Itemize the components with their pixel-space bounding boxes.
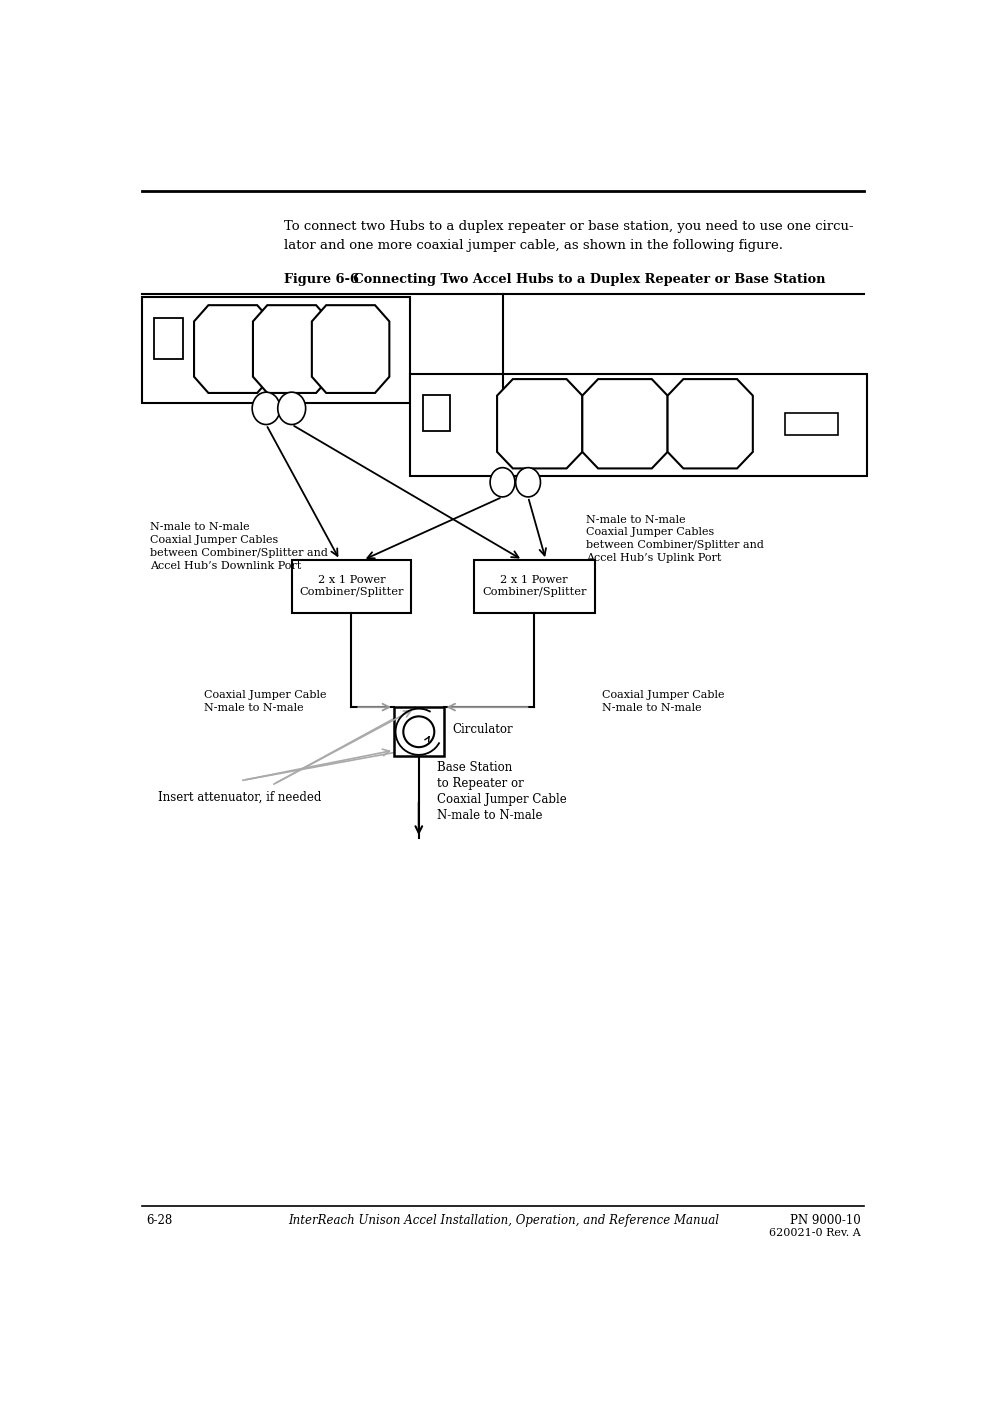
Bar xyxy=(292,560,411,614)
Ellipse shape xyxy=(252,392,280,425)
Text: N-male to N-male
Coaxial Jumper Cables
between Combiner/Splitter and
Accel Hub’s: N-male to N-male Coaxial Jumper Cables b… xyxy=(586,514,764,563)
Text: 620021-0 Rev. A: 620021-0 Rev. A xyxy=(769,1227,860,1237)
Text: To connect two Hubs to a duplex repeater or base station, you need to use one ci: To connect two Hubs to a duplex repeater… xyxy=(284,220,853,234)
Polygon shape xyxy=(668,380,753,468)
Polygon shape xyxy=(582,380,668,468)
Text: Insert attenuator, if needed: Insert attenuator, if needed xyxy=(158,790,321,803)
Text: N-male to N-male
Coaxial Jumper Cables
between Combiner/Splitter and
Accel Hub’s: N-male to N-male Coaxial Jumper Cables b… xyxy=(150,523,328,570)
Ellipse shape xyxy=(404,716,434,747)
Text: Base Station
to Repeater or
Coaxial Jumper Cable
N-male to N-male: Base Station to Repeater or Coaxial Jump… xyxy=(437,761,567,822)
Text: lator and one more coaxial jumper cable, as shown in the following figure.: lator and one more coaxial jumper cable,… xyxy=(284,240,783,252)
Text: 6-28: 6-28 xyxy=(146,1213,172,1227)
Ellipse shape xyxy=(278,392,305,425)
Text: Circulator: Circulator xyxy=(452,723,513,736)
Bar xyxy=(394,708,444,757)
Ellipse shape xyxy=(490,468,515,497)
Bar xyxy=(474,560,595,614)
Text: Coaxial Jumper Cable
N-male to N-male: Coaxial Jumper Cable N-male to N-male xyxy=(602,691,724,713)
Bar xyxy=(409,374,867,476)
Text: InterReach Unison Accel Installation, Operation, and Reference Manual: InterReach Unison Accel Installation, Op… xyxy=(288,1213,719,1227)
Polygon shape xyxy=(253,305,331,392)
Text: Figure 6-6: Figure 6-6 xyxy=(284,273,358,286)
Text: 2 x 1 Power
Combiner/Splitter: 2 x 1 Power Combiner/Splitter xyxy=(482,574,586,597)
Text: PN 9000-10: PN 9000-10 xyxy=(790,1213,860,1227)
Polygon shape xyxy=(497,380,582,468)
Bar xyxy=(154,318,184,359)
Ellipse shape xyxy=(516,468,540,497)
Text: Connecting Two Accel Hubs to a Duplex Repeater or Base Station: Connecting Two Accel Hubs to a Duplex Re… xyxy=(340,273,825,286)
Bar xyxy=(786,413,838,434)
Polygon shape xyxy=(312,305,389,392)
Polygon shape xyxy=(194,305,272,392)
Bar xyxy=(142,297,409,403)
Text: 2 x 1 Power
Combiner/Splitter: 2 x 1 Power Combiner/Splitter xyxy=(300,574,404,597)
Text: Coaxial Jumper Cable
N-male to N-male: Coaxial Jumper Cable N-male to N-male xyxy=(204,691,327,713)
Bar xyxy=(423,395,450,432)
